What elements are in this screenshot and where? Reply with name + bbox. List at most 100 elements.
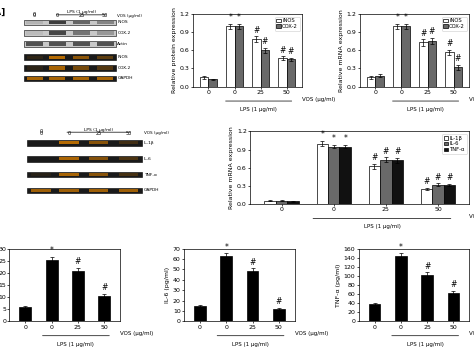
Text: 50: 50	[125, 131, 131, 136]
Bar	[209, 79, 217, 86]
Text: #: #	[455, 54, 461, 63]
Y-axis label: Relative mRNA expression: Relative mRNA expression	[229, 126, 234, 209]
Bar	[276, 201, 287, 204]
Text: LPS (1 µg/ml): LPS (1 µg/ml)	[67, 11, 96, 14]
Text: #: #	[371, 153, 378, 162]
Bar	[401, 26, 410, 86]
Bar	[73, 66, 89, 70]
Bar	[27, 156, 142, 162]
Bar	[97, 31, 114, 35]
Text: IL-6: IL-6	[144, 157, 152, 161]
Bar	[59, 157, 79, 160]
Text: #: #	[383, 146, 389, 156]
Bar	[59, 141, 79, 144]
Y-axis label: TNF-α (pg/ml): TNF-α (pg/ml)	[336, 263, 341, 307]
Text: 25: 25	[78, 13, 84, 18]
Text: #: #	[249, 258, 255, 267]
Bar	[27, 140, 142, 145]
Text: #: #	[288, 47, 294, 56]
Bar	[419, 42, 428, 86]
Bar	[273, 309, 285, 321]
Bar	[194, 306, 206, 321]
Text: VOS (μg/ml): VOS (μg/ml)	[120, 331, 153, 336]
Bar	[97, 20, 114, 24]
Text: VOS (µg/ml): VOS (µg/ml)	[144, 131, 169, 135]
Bar	[118, 157, 138, 160]
Text: *: *	[320, 130, 324, 139]
Text: *: *	[332, 134, 336, 143]
Text: *: *	[343, 134, 347, 143]
Text: #: #	[101, 283, 108, 292]
Bar	[395, 257, 407, 321]
Text: #: #	[450, 280, 456, 289]
Bar	[287, 59, 295, 86]
Text: 0: 0	[33, 13, 36, 18]
Bar	[89, 141, 109, 144]
Bar	[49, 42, 66, 46]
Bar	[447, 293, 459, 321]
Text: TNF-α: TNF-α	[144, 173, 156, 176]
Text: #: #	[253, 26, 260, 35]
Text: #: #	[435, 173, 441, 181]
Bar	[264, 201, 276, 204]
Bar	[200, 78, 209, 86]
Text: *: *	[228, 13, 232, 22]
Bar	[89, 173, 109, 176]
Text: 0: 0	[39, 129, 42, 134]
Bar	[27, 172, 142, 178]
Legend: iNOS, COX-2: iNOS, COX-2	[442, 17, 466, 31]
Bar	[27, 55, 43, 59]
Text: #: #	[279, 46, 286, 55]
Text: #: #	[75, 257, 81, 266]
Bar	[118, 189, 138, 192]
Bar	[246, 270, 258, 321]
Bar	[46, 260, 57, 321]
Y-axis label: IL-6 (pg/ml): IL-6 (pg/ml)	[165, 267, 170, 303]
Text: 0: 0	[33, 12, 36, 17]
Bar	[118, 173, 138, 176]
Text: #: #	[420, 29, 427, 38]
Bar	[26, 42, 43, 46]
Bar	[252, 40, 261, 86]
Bar	[380, 160, 392, 204]
Bar	[444, 185, 455, 204]
Bar	[369, 167, 380, 204]
Bar	[317, 144, 328, 204]
Bar	[89, 189, 109, 192]
Bar	[26, 20, 43, 24]
Bar	[24, 41, 116, 47]
Text: COX-2: COX-2	[118, 31, 131, 35]
Bar	[49, 20, 66, 24]
Bar	[98, 296, 110, 321]
Bar	[27, 187, 142, 193]
Legend: iNOS, COX-2: iNOS, COX-2	[275, 17, 300, 31]
Text: LPS (1 μg/ml): LPS (1 μg/ml)	[407, 341, 444, 347]
Bar	[235, 26, 243, 86]
Text: 50: 50	[102, 13, 108, 18]
Text: 0: 0	[39, 131, 42, 136]
Bar	[97, 77, 113, 80]
Bar	[72, 270, 84, 321]
Bar	[428, 41, 436, 86]
Bar	[19, 307, 31, 321]
Text: *: *	[224, 243, 228, 252]
Text: #: #	[262, 37, 268, 46]
Text: 25: 25	[95, 131, 102, 136]
Bar	[49, 55, 65, 59]
Text: *: *	[237, 13, 241, 22]
Text: LPS (1 μg/ml): LPS (1 μg/ml)	[57, 341, 94, 347]
Text: LPS (1 μg/ml): LPS (1 μg/ml)	[232, 341, 269, 347]
Bar	[31, 189, 51, 192]
Text: VOS (μg/ml): VOS (μg/ml)	[469, 331, 474, 336]
Text: iNOS: iNOS	[118, 20, 128, 24]
Text: VOS (μg/ml): VOS (μg/ml)	[302, 97, 336, 102]
Bar	[454, 67, 462, 86]
Text: Actin: Actin	[118, 42, 128, 46]
Text: COX-2: COX-2	[118, 66, 131, 70]
Bar	[24, 65, 116, 71]
Text: iNOS: iNOS	[118, 55, 128, 59]
Bar	[31, 173, 51, 176]
Y-axis label: Relative mRNA expression: Relative mRNA expression	[338, 9, 344, 92]
Bar	[59, 189, 79, 192]
Bar	[27, 77, 43, 80]
